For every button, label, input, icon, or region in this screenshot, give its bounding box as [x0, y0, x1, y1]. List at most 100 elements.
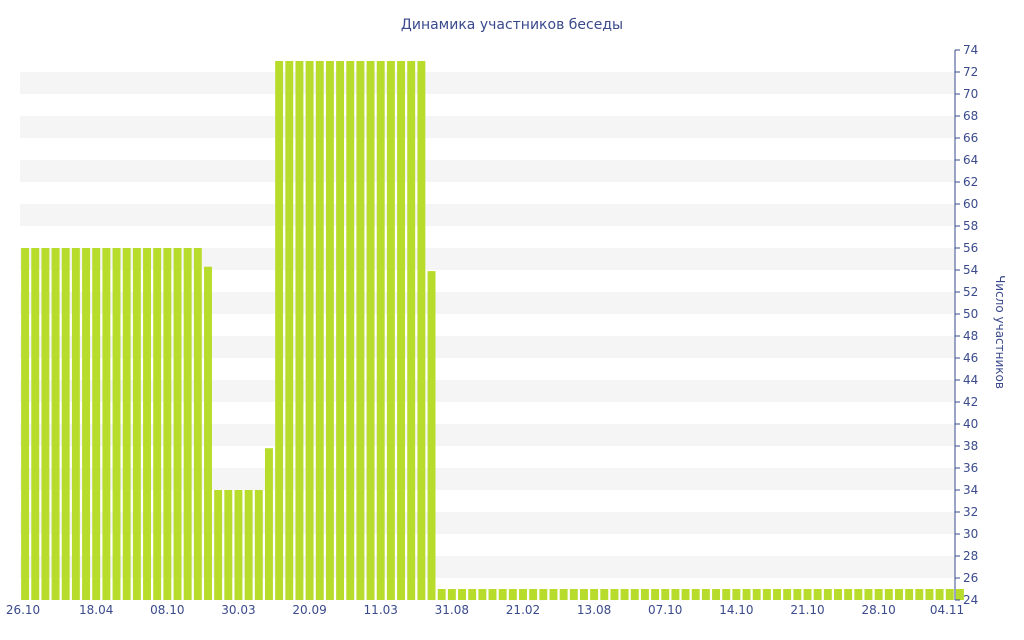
y-tick-label: 52 — [963, 285, 978, 299]
bar — [51, 248, 60, 600]
bar — [61, 248, 70, 600]
bar — [732, 589, 741, 600]
bar — [610, 589, 619, 600]
grid-band — [20, 512, 955, 534]
x-tick-label: 18.04 — [79, 603, 113, 617]
y-tick-label: 64 — [963, 153, 978, 167]
y-tick-label: 32 — [963, 505, 978, 519]
grid-band — [20, 380, 955, 402]
bar — [935, 589, 944, 600]
y-axis-label: Число участников — [993, 275, 1007, 389]
bar — [397, 61, 406, 600]
bar — [173, 248, 182, 600]
bar — [519, 589, 527, 600]
y-tick-label: 46 — [963, 351, 978, 365]
y-tick-label: 30 — [963, 527, 978, 541]
bar — [498, 589, 507, 600]
bar — [701, 589, 710, 600]
grid-bands — [20, 72, 955, 578]
grid-band — [20, 248, 955, 270]
y-tick-label: 26 — [963, 571, 978, 585]
x-tick-label: 28.10 — [861, 603, 895, 617]
bar — [864, 589, 873, 600]
bar — [630, 589, 639, 600]
bar — [955, 589, 964, 600]
bar — [234, 490, 243, 600]
bar — [224, 490, 233, 600]
bar — [803, 589, 812, 600]
bar — [112, 248, 121, 600]
y-tick-label: 50 — [963, 307, 978, 321]
chart-title: Динамика участников беседы — [401, 17, 623, 33]
bar — [407, 61, 416, 600]
bar — [315, 61, 324, 600]
y-tick-label: 56 — [963, 241, 978, 255]
bar — [41, 248, 50, 600]
bar — [214, 490, 223, 600]
bar — [925, 589, 934, 600]
bar — [356, 61, 365, 600]
bar — [376, 61, 385, 600]
bar — [813, 589, 822, 600]
y-tick-label: 74 — [963, 43, 978, 57]
grid-band — [20, 160, 955, 182]
x-tick-label: 07.10 — [648, 603, 682, 617]
bar — [762, 589, 771, 600]
bar — [905, 589, 914, 600]
x-tick-label: 04.11 — [930, 603, 964, 617]
bar — [183, 248, 192, 600]
bar — [132, 248, 141, 600]
bar — [122, 248, 131, 600]
x-tick-label: 26.10 — [6, 603, 40, 617]
bar — [651, 589, 660, 600]
bar — [468, 589, 477, 600]
y-tick-label: 44 — [963, 373, 978, 387]
bar — [508, 589, 517, 600]
bar — [742, 589, 751, 600]
bar — [254, 490, 263, 600]
bar — [600, 589, 609, 600]
y-tick-label: 68 — [963, 109, 978, 123]
bar — [884, 589, 893, 600]
bar — [264, 448, 273, 600]
bar — [478, 589, 487, 600]
bar — [783, 589, 792, 600]
bar — [681, 589, 690, 600]
bar — [539, 589, 548, 600]
bar — [305, 61, 314, 600]
bar — [71, 248, 80, 600]
bar — [640, 589, 649, 600]
x-axis-ticks: 26.10 18.04 08.10 30.03 20.09 11.03 31.08 21.02… — [6, 603, 964, 617]
y-tick-label: 34 — [963, 483, 978, 497]
y-tick-label: 54 — [963, 263, 978, 277]
grid-band — [20, 468, 955, 490]
y-tick-label: 38 — [963, 439, 978, 453]
bar — [275, 61, 284, 600]
bar — [102, 248, 111, 600]
bar — [793, 589, 802, 600]
bar — [661, 589, 670, 600]
bar — [143, 248, 151, 600]
bar — [854, 589, 863, 600]
y-tick-label: 60 — [963, 197, 978, 211]
y-tick-label: 62 — [963, 175, 978, 189]
y-tick-label: 36 — [963, 461, 978, 475]
bar — [285, 61, 294, 600]
bar — [722, 589, 731, 600]
bar — [427, 271, 436, 600]
bar — [447, 589, 456, 600]
y-axis-ticks: 24 26 28 30 32 34 36 38 40 42 44 46 48 50 52 54 56 58 60 62… — [955, 43, 978, 607]
bar — [21, 248, 30, 600]
bar — [437, 589, 446, 600]
x-tick-label: 21.02 — [506, 603, 540, 617]
grid-band — [20, 556, 955, 578]
bar — [773, 589, 781, 600]
grid-band — [20, 116, 955, 138]
bar — [488, 589, 497, 600]
bar — [366, 61, 375, 600]
bar — [549, 589, 558, 600]
x-tick-label: 11.03 — [364, 603, 398, 617]
bar — [915, 589, 924, 600]
x-tick-label: 08.10 — [150, 603, 184, 617]
